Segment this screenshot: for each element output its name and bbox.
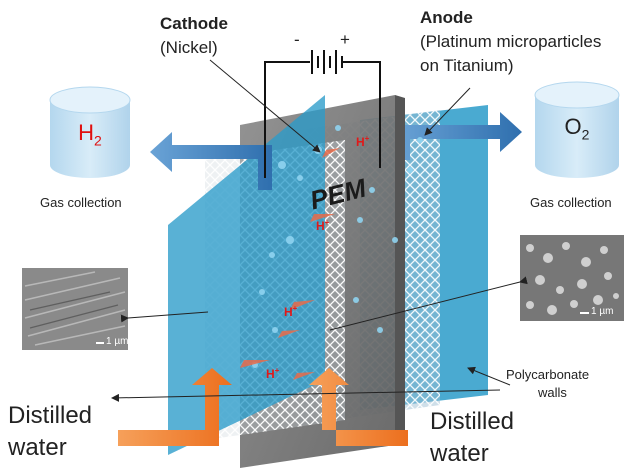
scale-label-right: 1 µm bbox=[591, 306, 614, 317]
h2-subscript: 2 bbox=[94, 132, 102, 149]
proton-drift-arrows bbox=[240, 148, 340, 380]
proton-label: H+ bbox=[284, 304, 297, 319]
proton-charge: + bbox=[274, 366, 280, 375]
pointer-lines bbox=[111, 59, 528, 402]
o2-tank bbox=[534, 81, 620, 178]
cathode-material: (Nickel) bbox=[160, 38, 218, 57]
gas-collection-right: Gas collection bbox=[530, 195, 612, 210]
anode-material-line2: on Titanium) bbox=[420, 56, 514, 75]
cathode-label: Cathode bbox=[160, 14, 228, 33]
scale-label-left: 1 µm bbox=[106, 336, 129, 347]
distilled-water-right-2: water bbox=[430, 440, 489, 467]
proton-symbol: H bbox=[266, 367, 275, 381]
distilled-water-left-1: Distilled bbox=[8, 402, 93, 429]
anode-material-line1: (Platinum microparticles bbox=[420, 32, 602, 51]
polycarbonate-line1: Polycarbonate bbox=[506, 367, 590, 382]
proton-label: H+ bbox=[356, 134, 369, 149]
h2-outflow-arrow bbox=[150, 132, 272, 190]
water-inflow-arrow-left bbox=[118, 368, 232, 446]
power-circuit bbox=[264, 50, 381, 178]
polycarbonate-wall-front bbox=[168, 95, 325, 455]
polycarbonate-line2: walls bbox=[538, 385, 567, 400]
proton-label: H+ bbox=[266, 366, 279, 381]
distilled-water-left-2: water bbox=[8, 434, 67, 461]
h2-tank bbox=[49, 86, 131, 178]
h2-symbol: H bbox=[78, 120, 95, 145]
proton-charge: + bbox=[292, 304, 298, 313]
o2-outflow-arrow bbox=[395, 112, 522, 160]
proton-label: H+ bbox=[316, 218, 329, 233]
bubbles bbox=[252, 125, 423, 368]
proton-symbol: H bbox=[316, 219, 325, 233]
o2-symbol: O bbox=[564, 114, 582, 139]
anode-label: Anode bbox=[420, 8, 473, 27]
sem-image-anode bbox=[520, 235, 624, 321]
sem-image-cathode bbox=[22, 268, 128, 350]
proton-charge: + bbox=[324, 218, 330, 227]
o2-subscript: 2 bbox=[581, 126, 590, 143]
water-inflow-arrow-right bbox=[309, 368, 408, 446]
proton-charge: + bbox=[364, 134, 370, 143]
h2-formula: H2 bbox=[50, 120, 130, 148]
distilled-water-right-1: Distilled bbox=[430, 408, 515, 435]
battery-minus: - bbox=[294, 30, 300, 49]
gas-collection-left: Gas collection bbox=[40, 195, 122, 210]
battery-plus: + bbox=[340, 30, 350, 49]
proton-symbol: H bbox=[356, 135, 365, 149]
o2-formula: O2 bbox=[537, 114, 617, 142]
proton-symbol: H bbox=[284, 305, 293, 319]
